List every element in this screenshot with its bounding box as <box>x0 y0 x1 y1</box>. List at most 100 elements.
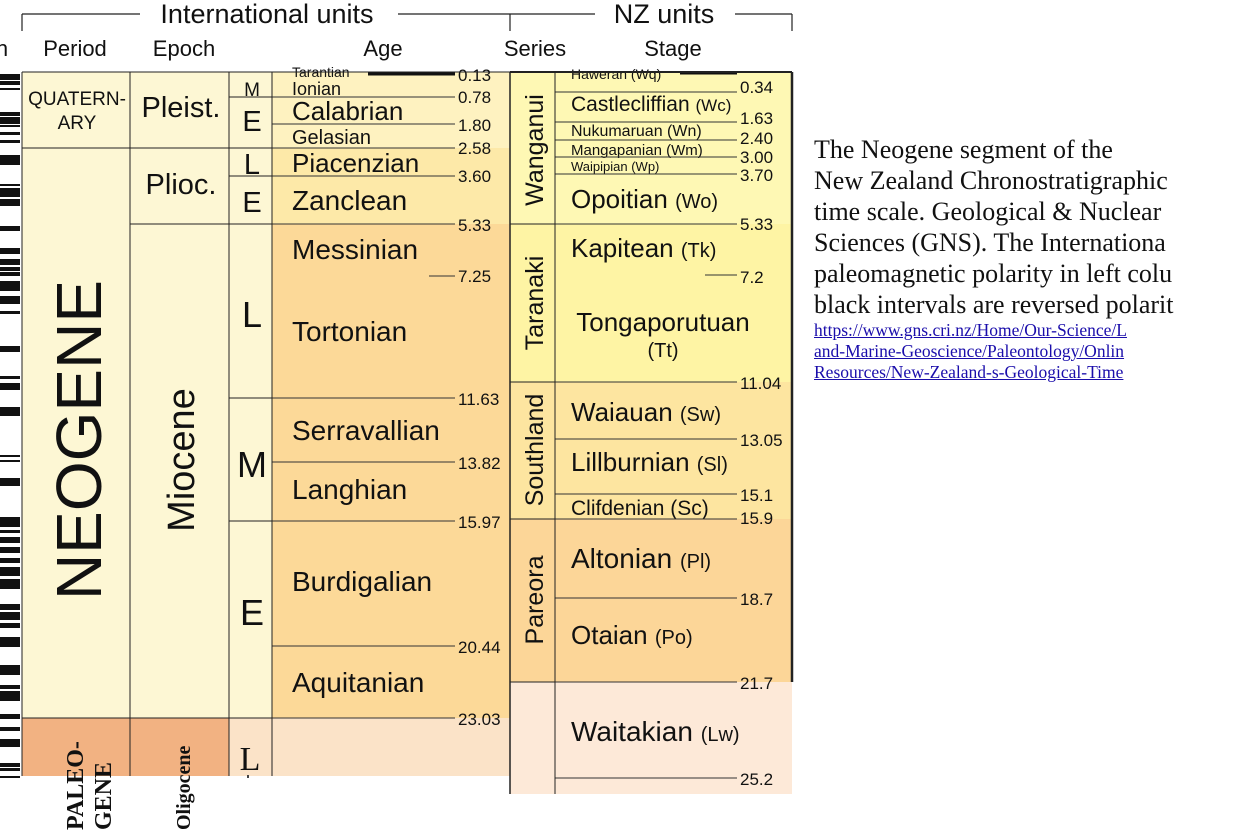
polarity-reversed-band <box>0 579 20 589</box>
age-boundary-value: 20.44 <box>458 638 501 657</box>
polarity-reversed-band <box>0 604 20 610</box>
age-label: Zanclean <box>292 185 407 216</box>
paleogene-label-line2: GENE <box>91 762 117 830</box>
age-label: Tortonian <box>292 316 407 347</box>
age-boundary-value: 0.78 <box>458 88 491 107</box>
age-boundary-value: 7.25 <box>458 267 491 286</box>
polarity-reversed-band <box>0 248 20 254</box>
stage-label: Haweran (Wq) <box>571 66 661 82</box>
age-label: Burdigalian <box>292 566 432 597</box>
polarity-reversed-band <box>0 768 20 771</box>
stage-boundary-value: 25.2 <box>740 770 773 789</box>
age-label: Ionian <box>292 79 341 99</box>
polarity-reversed-band <box>0 376 20 379</box>
age-label: Piacenzian <box>292 148 419 178</box>
gns-link[interactable]: and-Marine-Geoscience/Paleontology/Onlin <box>814 341 1125 361</box>
caption-line: The Neogene segment of the <box>814 135 1113 164</box>
age-boundary-value: 11.63 <box>458 390 499 409</box>
column-header-period: Period <box>43 36 107 61</box>
polarity-reversed-band <box>0 311 20 314</box>
gns-link[interactable]: Resources/New-Zealand-s-Geological-Time <box>814 362 1124 382</box>
pleistocene-label: Pleist. <box>142 92 221 124</box>
polarity-reversed-band <box>0 567 20 576</box>
stage-boundary-value: 13.05 <box>740 431 783 450</box>
subepoch-label: M <box>237 444 267 485</box>
series-label-wanganui: Wanganui <box>521 94 549 206</box>
gns-link[interactable]: https://www.gns.cri.nz/Home/Our-Science/… <box>814 320 1127 340</box>
polarity-reversed-band <box>0 407 20 416</box>
paleogene-label-line1: PALEO- <box>63 741 89 830</box>
caption-line: black intervals are reversed polarit <box>814 290 1174 319</box>
subepoch-column: M E L E L M E L <box>229 72 272 778</box>
quaternary-cell <box>22 72 130 148</box>
age-label: Serravallian <box>292 415 440 446</box>
polarity-reversed-band <box>0 112 20 116</box>
subepoch-label: M <box>244 80 260 101</box>
polarity-reversed-band <box>0 612 20 620</box>
stage-boundary-value: 0.34 <box>740 78 773 97</box>
pliocene-label: Plioc. <box>146 169 217 201</box>
age-label: Messinian <box>292 234 418 265</box>
series-label-southland: Southland <box>521 394 549 507</box>
epoch-column: Pleist. Plioc. Miocene Oligocene <box>130 72 229 830</box>
stage-label: Otaian (Po) <box>571 620 693 650</box>
polarity-reversed-band <box>0 478 20 486</box>
caption-line: Sciences (GNS). The Internationa <box>814 228 1166 257</box>
polarity-reversed-band <box>0 132 20 135</box>
stage-label: Waipipian (Wp) <box>571 159 659 174</box>
age-boundary-value: 15.97 <box>458 513 501 532</box>
subepoch-label: E <box>242 106 261 138</box>
stage-label: Waiauan (Sw) <box>571 397 721 427</box>
polarity-reversed-band <box>0 281 20 291</box>
stage-boundary-value: 5.33 <box>740 215 773 234</box>
age-boundary-value: 23.03 <box>458 710 501 729</box>
stage-boundary-value: 3.00 <box>740 148 773 167</box>
stage-boundary-value: 11.04 <box>740 374 781 393</box>
subepoch-label: E <box>242 187 261 219</box>
polarity-reversed-band <box>0 739 20 747</box>
polarity-reversed-band <box>0 776 20 778</box>
age-boundary-value: 3.60 <box>458 167 491 186</box>
caption-line: paleomagnetic polarity in left colu <box>814 259 1173 288</box>
stage-label: Kapitean (Tk) <box>571 233 716 263</box>
column-borders <box>21 71 794 794</box>
paleogene-cell <box>22 718 130 776</box>
stage-label: (Tt) <box>647 340 678 362</box>
polarity-reversed-band <box>0 455 20 457</box>
polarity-reversed-band <box>0 530 20 533</box>
series-label-taranaki: Taranaki <box>521 256 549 351</box>
stage-boundary-value: 7.2 <box>740 268 764 287</box>
stage-boundary-value: 18.7 <box>740 590 773 609</box>
age-column: Tarantian Ionian Calabrian Gelasian Piac… <box>272 64 510 776</box>
stage-boundary-value: 3.70 <box>740 166 773 185</box>
quaternary-label-line2: ARY <box>58 113 97 134</box>
stage-label: Waitakian (Lw) <box>571 716 740 747</box>
column-header-epoch: Epoch <box>153 36 215 61</box>
polarity-reversed-band <box>0 537 20 543</box>
subepoch-label: E <box>240 592 264 633</box>
column-header-series: Series <box>504 36 566 61</box>
polarity-reversed-band <box>0 88 20 90</box>
stage-label: Mangapanian (Wm) <box>571 142 703 159</box>
stage-label: Clifdenian (Sc) <box>571 497 709 520</box>
caption-line: New Zealand Chronostratigraphic <box>814 166 1168 195</box>
polarity-reversed-band <box>0 714 20 719</box>
polarity-reversed-band <box>0 226 20 231</box>
subepoch-label: L <box>242 294 262 335</box>
polarity-reversed-band <box>0 199 20 206</box>
age-boundary-value: 13.82 <box>458 454 501 473</box>
column-header-partial: n <box>0 36 8 61</box>
stage-label: Opoitian (Wo) <box>571 184 718 214</box>
polarity-reversed-band <box>0 74 20 80</box>
oligocene-label: Oligocene <box>173 745 195 830</box>
stage-boundary-value: 1.63 <box>740 109 773 128</box>
polarity-reversed-band <box>0 81 20 85</box>
age-boundary-value: 0.13 <box>458 66 491 85</box>
nz-units-heading: NZ units <box>614 0 715 29</box>
stage-label: Tongaporutuan <box>576 307 749 337</box>
polarity-reversed-band <box>0 188 20 197</box>
column-header-age: Age <box>363 36 402 61</box>
miocene-label: Miocene <box>161 388 203 532</box>
age-label: Langhian <box>292 474 407 505</box>
